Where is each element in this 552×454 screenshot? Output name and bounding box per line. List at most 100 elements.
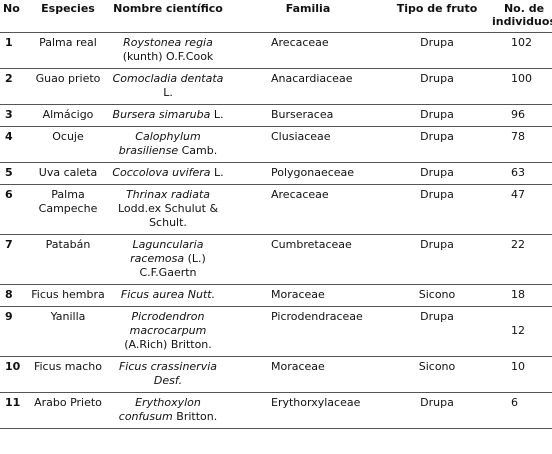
- table-row: 1 Palma real Roystonea regia (kunth) O.F.C…: [0, 32, 552, 69]
- family: Polygonaeceae: [229, 162, 387, 185]
- family: Moraceae: [229, 356, 387, 393]
- authority: (A.Rich) Britton.: [124, 338, 212, 351]
- row-number: 8: [0, 284, 29, 307]
- scientific-name: Calophylum brasiliense: [118, 130, 201, 157]
- individual-count: 102: [487, 32, 552, 69]
- scientific-name: Laguncularia racemosa: [130, 238, 204, 265]
- fruit-type: Drupa: [387, 392, 487, 429]
- table-row: 7 Patabán Laguncularia racemosa (L.) C.F.G…: [0, 234, 552, 285]
- row-number: 7: [0, 234, 29, 285]
- family: Cumbretaceae: [229, 234, 387, 285]
- authority: (kunth) O.F.Cook: [122, 50, 214, 63]
- scientific-name: Comocladia dentata: [112, 72, 224, 85]
- scientific-name: Coccolova uvifera: [112, 166, 211, 179]
- table-row: 5 Uva caleta Coccolova uvifera L. Polygonae…: [0, 162, 552, 185]
- individual-count: 47: [487, 184, 552, 235]
- scientific-name-cell: Comocladia dentata L.: [107, 68, 229, 105]
- scientific-name-cell: Ficus aurea Nutt.: [107, 284, 229, 307]
- family: Erythorxylaceae: [229, 392, 387, 429]
- individual-count: 78: [487, 126, 552, 163]
- family: Clusiaceae: [229, 126, 387, 163]
- fruit-type: Drupa: [387, 306, 487, 357]
- row-number: 4: [0, 126, 29, 163]
- table-row: 9 Yanilla Picrodendron macrocarpum (A.Rich…: [0, 306, 552, 357]
- row-number: 6: [0, 184, 29, 235]
- scientific-name-cell: Picrodendron macrocarpum (A.Rich) Britto…: [107, 306, 229, 357]
- table-row: 10 Ficus macho Ficus crassinervia Desf. Mor…: [0, 356, 552, 393]
- authority: (L.) C.F.Gaertn: [139, 252, 206, 279]
- table-row: 3 Almácigo Bursera simaruba L. Burseracea Dr…: [0, 104, 552, 127]
- species-name: Ficus hembra: [29, 284, 107, 307]
- row-number: 9: [0, 306, 29, 357]
- authority: Britton.: [176, 410, 218, 423]
- fruit-type: Drupa: [387, 126, 487, 163]
- table-row: 4 Ocuje Calophylum brasiliense Camb. Clusia…: [0, 126, 552, 163]
- species-name: Uva caleta: [29, 162, 107, 185]
- scientific-name: Picrodendron macrocarpum: [129, 310, 207, 337]
- scientific-name-cell: Coccolova uvifera L.: [107, 162, 229, 185]
- header-cell: Nombre científico: [107, 0, 229, 33]
- individual-count: 12: [487, 306, 552, 357]
- fruit-type: Drupa: [387, 32, 487, 69]
- scientific-name: Bursera simaruba: [112, 108, 211, 121]
- species-name: Arabo Prieto: [29, 392, 107, 429]
- header-cell: No: [0, 0, 29, 33]
- individual-count: 18: [487, 284, 552, 307]
- individual-count: 6: [487, 392, 552, 429]
- header-row: No Especies Nombre científico Familia Ti…: [0, 0, 552, 33]
- scientific-name-cell: Bursera simaruba L.: [107, 104, 229, 127]
- header-cell: Tipo de fruto: [387, 0, 487, 33]
- authority: Camb.: [181, 144, 218, 157]
- species-name: Ficus macho: [29, 356, 107, 393]
- fruit-type: Drupa: [387, 162, 487, 185]
- family: Arecaceae: [229, 32, 387, 69]
- scientific-name-cell: Calophylum brasiliense Camb.: [107, 126, 229, 163]
- row-number: 2: [0, 68, 29, 105]
- fruit-type: Drupa: [387, 68, 487, 105]
- row-number: 10: [0, 356, 29, 393]
- species-name: Palma Campeche: [29, 184, 107, 235]
- header-cell: Especies: [29, 0, 107, 33]
- species-name: Palma real: [29, 32, 107, 69]
- scientific-name: Thrinax radiata: [125, 188, 211, 201]
- species-name: Ocuje: [29, 126, 107, 163]
- fruit-type: Sicono: [387, 356, 487, 393]
- family: Moraceae: [229, 284, 387, 307]
- scientific-name-cell: Roystonea regia (kunth) O.F.Cook: [107, 32, 229, 69]
- row-number: 5: [0, 162, 29, 185]
- species-name: Yanilla: [29, 306, 107, 357]
- authority: L.: [163, 86, 173, 99]
- species-name: Patabán: [29, 234, 107, 285]
- header-cell: Familia: [229, 0, 387, 33]
- species-name: Almácigo: [29, 104, 107, 127]
- table-row: 2 Guao prieto Comocladia dentata L. Anacard…: [0, 68, 552, 105]
- scientific-name: Ficus aurea Nutt.: [120, 288, 216, 301]
- family: Arecaceae: [229, 184, 387, 235]
- scientific-name-cell: Ficus crassinervia Desf.: [107, 356, 229, 393]
- scientific-name: Roystonea regia: [123, 36, 213, 49]
- individual-count: 63: [487, 162, 552, 185]
- row-number: 1: [0, 32, 29, 69]
- family: Burseracea: [229, 104, 387, 127]
- header-cell: No. de individuos: [487, 0, 552, 33]
- table-row: 8 Ficus hembra Ficus aurea Nutt. Moraceae Si…: [0, 284, 552, 307]
- fruit-type: Sicono: [387, 284, 487, 307]
- fruit-type: Drupa: [387, 104, 487, 127]
- fruit-type: Drupa: [387, 234, 487, 285]
- individual-count: 96: [487, 104, 552, 127]
- authority: L.: [214, 166, 224, 179]
- authority: Lodd.ex Schulut & Schult.: [117, 202, 219, 229]
- authority: L.: [213, 108, 224, 121]
- species-table: No Especies Nombre científico Familia Ti…: [0, 0, 552, 429]
- table-body: 1 Palma real Roystonea regia (kunth) O.F.C…: [0, 32, 552, 429]
- row-number: 3: [0, 104, 29, 127]
- scientific-name-cell: Thrinax radiata Lodd.ex Schulut & Schult…: [107, 184, 229, 235]
- scientific-name-cell: Laguncularia racemosa (L.) C.F.Gaertn: [107, 234, 229, 285]
- scientific-name: Erythoxylon confusum: [118, 396, 201, 423]
- individual-count: 22: [487, 234, 552, 285]
- scientific-name: Ficus crassinervia Desf.: [118, 360, 218, 387]
- individual-count: 10: [487, 356, 552, 393]
- fruit-type: Drupa: [387, 184, 487, 235]
- scientific-name-cell: Erythoxylon confusum Britton.: [107, 392, 229, 429]
- family: Picrodendraceae: [229, 306, 387, 357]
